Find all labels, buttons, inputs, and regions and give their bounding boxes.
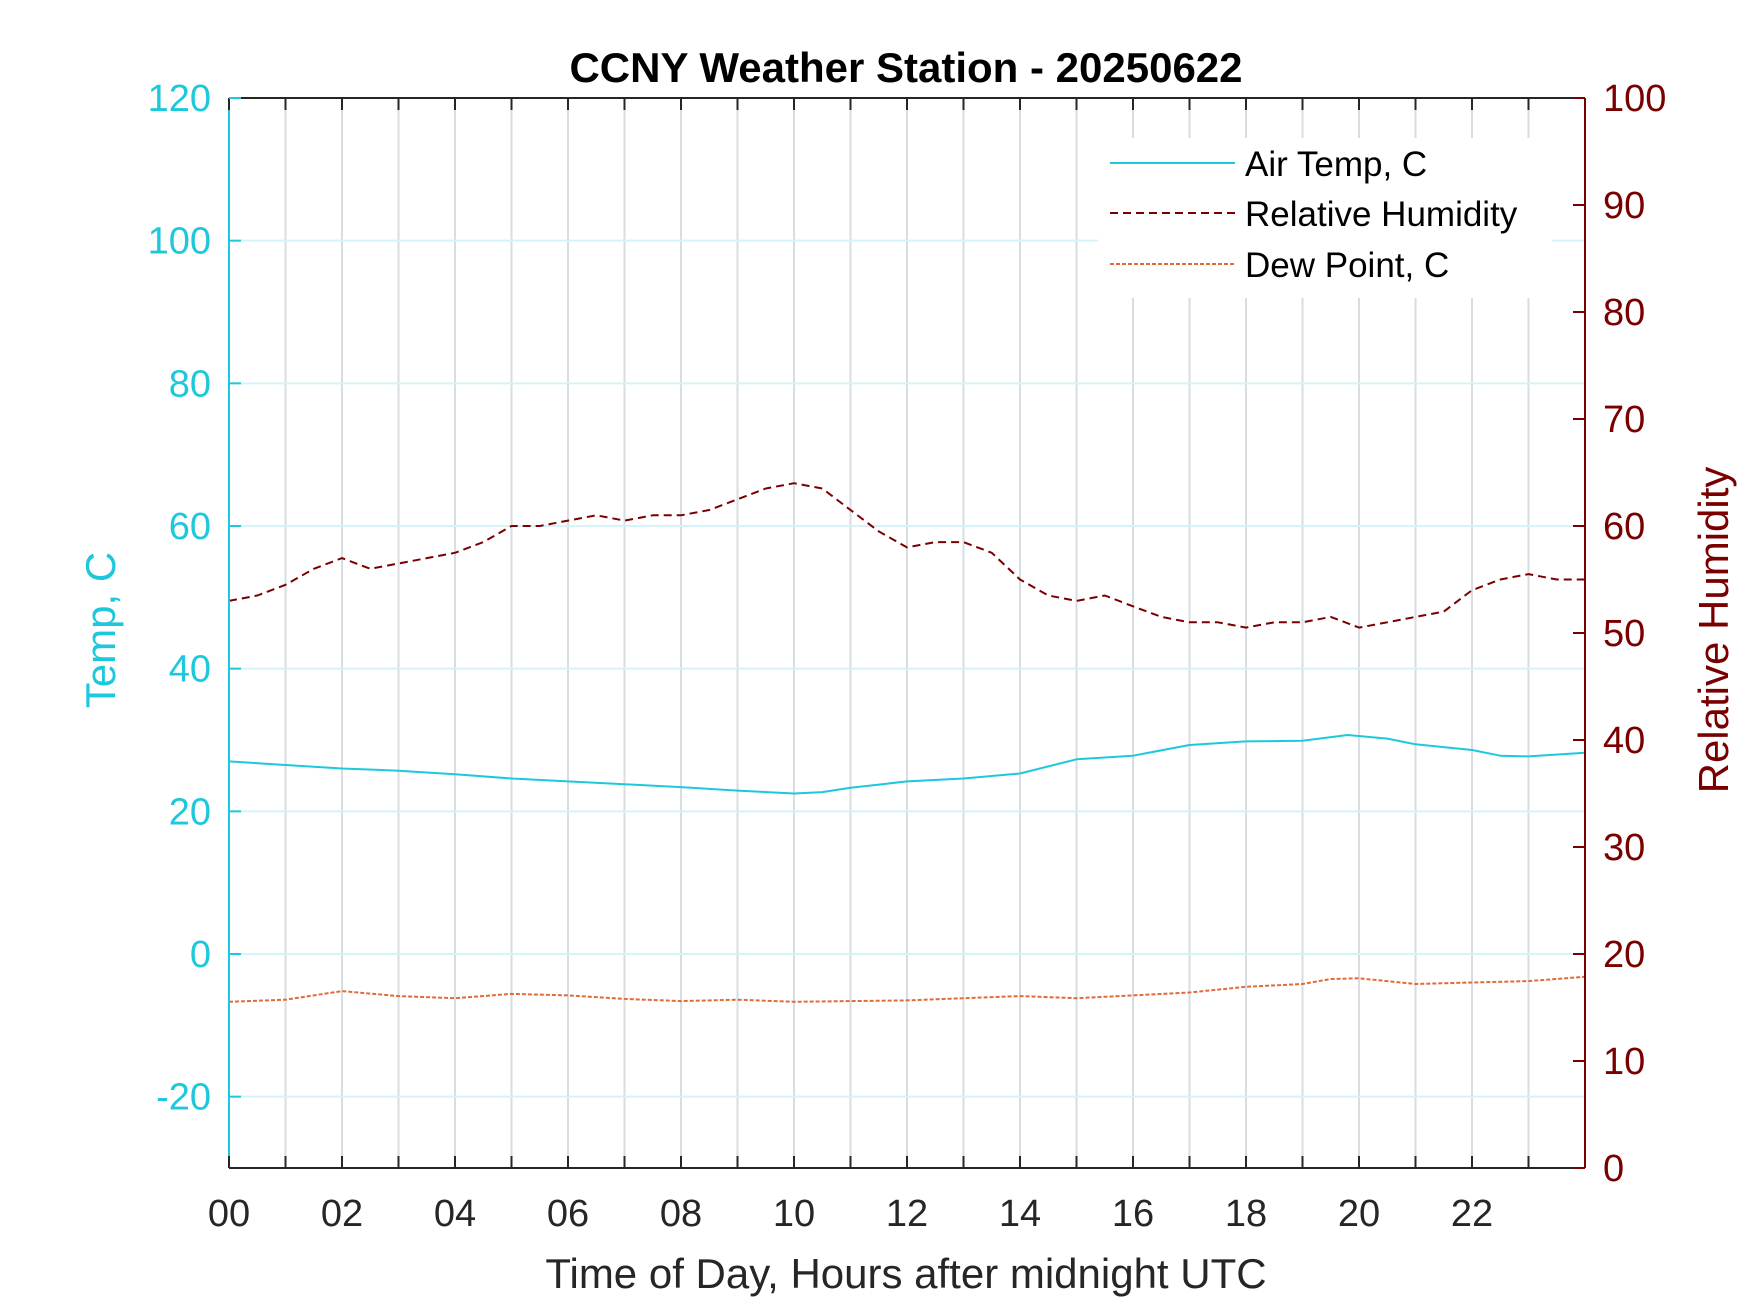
y-right-tick-label: 30 [1603,827,1645,869]
y-left-tick-label: 80 [169,363,211,405]
chart-title: CCNY Weather Station - 20250622 [569,44,1242,91]
y-right-tick-label: 10 [1603,1041,1645,1083]
legend-label-relative-humidity: Relative Humidity [1245,195,1518,234]
x-tick-label: 10 [773,1193,815,1235]
y-right-tick-label: 60 [1603,506,1645,548]
x-tick-label: 00 [208,1193,250,1235]
legend: Air Temp, C Relative Humidity Dew Point,… [1098,138,1552,298]
series-air-temp [228,734,1586,795]
x-axis-label: Time of Day, Hours after midnight UTC [545,1250,1266,1297]
y-right-tick-label: 20 [1603,934,1645,976]
series-relative-humidity [228,482,1585,629]
series-dew-point [228,975,1586,1003]
y-right-tick-label: 80 [1603,292,1645,334]
x-tick-label: 02 [321,1193,363,1235]
x-tick-label: 04 [434,1193,476,1235]
x-tick-label: 08 [660,1193,702,1235]
y-left-tick-label: 120 [148,78,211,120]
x-tick-label: 12 [886,1193,928,1235]
y-left-tick-label: 60 [169,506,211,548]
y-left-tick-label: 0 [190,934,211,976]
legend-box [1098,138,1552,298]
y-axis-label-right: Relative Humidity [1690,467,1737,794]
y-axis-label-left: Temp, C [77,552,124,708]
y-right-tick-label: 40 [1603,720,1645,762]
x-tick-label: 06 [547,1193,589,1235]
x-tick-label: 16 [1112,1193,1154,1235]
x-tick-label: 14 [999,1193,1041,1235]
y-left-tick-label: 40 [169,649,211,691]
y-right-tick-label: 90 [1603,185,1645,227]
x-tick-label: 20 [1338,1193,1380,1235]
y-left-tick-label: 100 [148,221,211,263]
series-layer [228,482,1586,1003]
y-left-tick-label: 20 [169,791,211,833]
y-right-tick-label: 70 [1603,399,1645,441]
y-right-tick-label: 100 [1603,78,1666,120]
axes: 00 02 04 06 08 10 12 14 16 18 20 22-200204060801001… [148,78,1667,1235]
x-tick-label: 18 [1225,1193,1267,1235]
y-right-tick-label: 0 [1603,1148,1624,1190]
legend-label-dew-point: Dew Point, C [1245,246,1449,285]
y-right-tick-label: 50 [1603,613,1645,655]
x-tick-label: 22 [1451,1193,1493,1235]
legend-label-air-temp: Air Temp, C [1245,145,1427,184]
y-left-tick-label: -20 [156,1077,211,1119]
